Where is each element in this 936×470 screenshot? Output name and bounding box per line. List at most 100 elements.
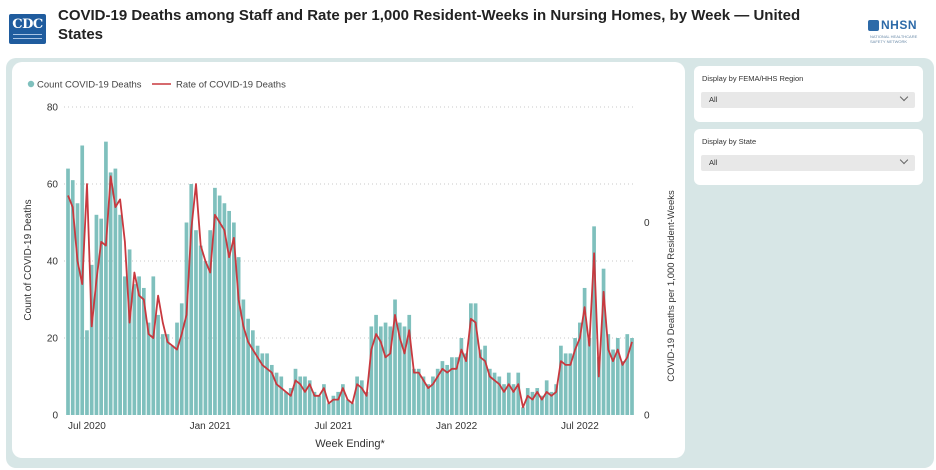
bar bbox=[118, 214, 122, 415]
region-filter-label: Display by FEMA/HHS Region bbox=[702, 74, 804, 83]
bar bbox=[625, 334, 630, 415]
state-select[interactable]: All bbox=[701, 155, 915, 171]
bar bbox=[502, 384, 506, 415]
legend-bars-marker bbox=[27, 80, 35, 88]
bar bbox=[89, 264, 94, 415]
rate-line bbox=[67, 175, 633, 409]
bar bbox=[412, 368, 416, 415]
bar bbox=[198, 245, 203, 415]
bar bbox=[374, 314, 378, 415]
bar bbox=[298, 376, 303, 415]
bar bbox=[203, 261, 208, 415]
deaths-chart: 0 20 40 60 80 0 0 Jul 2020 Jan 2021 Jul 2021 Jan 2… bbox=[23, 80, 677, 451]
legend-line-label: Rate of COVID-19 Deaths bbox=[176, 80, 286, 91]
bar bbox=[464, 353, 468, 415]
bar bbox=[450, 357, 454, 415]
bar bbox=[369, 326, 374, 415]
legend-bars-label: Count COVID-19 Deaths bbox=[37, 80, 142, 91]
bar bbox=[99, 218, 104, 415]
bar bbox=[559, 345, 563, 415]
x-tick-label: Jul 2020 bbox=[68, 421, 106, 432]
axes: 0 20 40 60 80 0 0 Jul 2020 Jan 2021 Jul 2021 Jan 2… bbox=[47, 103, 650, 433]
bar bbox=[487, 368, 492, 415]
bar bbox=[416, 368, 421, 415]
bar bbox=[326, 403, 331, 415]
bar bbox=[530, 391, 535, 415]
bar bbox=[431, 376, 435, 415]
state-filter-card: Display by State All bbox=[694, 129, 923, 185]
bar bbox=[66, 168, 70, 415]
y-tick-label: 20 bbox=[47, 334, 59, 345]
x-tick-label: Jul 2021 bbox=[315, 421, 353, 432]
legend: Count COVID-19 Deaths Rate of COVID-19 D… bbox=[27, 80, 286, 91]
bar bbox=[317, 395, 322, 415]
bar-series bbox=[66, 141, 634, 415]
bar bbox=[146, 322, 151, 415]
bar bbox=[232, 222, 236, 415]
nhsn-logo-text: NHSN bbox=[881, 18, 918, 32]
chart-card: 0 20 40 60 80 0 0 Jul 2020 Jan 2021 Jul 2021 Jan 2… bbox=[12, 62, 685, 458]
bar bbox=[189, 184, 194, 415]
bar bbox=[525, 388, 530, 415]
bar bbox=[322, 384, 326, 415]
y-tick-label: 80 bbox=[47, 103, 59, 114]
bar bbox=[435, 368, 440, 415]
bar bbox=[492, 372, 497, 415]
bar bbox=[345, 399, 350, 415]
bar bbox=[563, 353, 568, 415]
bar bbox=[397, 322, 402, 415]
bar bbox=[236, 257, 241, 415]
bar bbox=[279, 376, 284, 415]
bar bbox=[194, 230, 198, 415]
bar bbox=[601, 268, 606, 415]
x-tick-label: Jul 2022 bbox=[561, 421, 599, 432]
bar bbox=[213, 187, 217, 415]
bar bbox=[445, 364, 450, 415]
bar bbox=[288, 388, 293, 415]
bar bbox=[331, 395, 336, 415]
bar bbox=[383, 322, 388, 415]
state-filter-label: Display by State bbox=[702, 137, 757, 146]
bar bbox=[483, 345, 487, 415]
bar bbox=[127, 249, 132, 415]
bar bbox=[250, 330, 255, 415]
y-tick-label: 40 bbox=[47, 257, 59, 268]
bar bbox=[511, 384, 516, 415]
bar bbox=[227, 210, 231, 415]
bar bbox=[596, 357, 601, 415]
bar bbox=[132, 284, 137, 415]
bar bbox=[336, 391, 340, 415]
bar bbox=[549, 391, 554, 415]
bar bbox=[94, 214, 99, 415]
bar bbox=[108, 172, 113, 415]
bar bbox=[179, 303, 184, 415]
bar bbox=[459, 338, 464, 415]
bar bbox=[184, 222, 189, 415]
bar bbox=[170, 345, 175, 415]
region-select[interactable]: All bbox=[701, 92, 915, 108]
x-tick-label: Jan 2021 bbox=[190, 421, 232, 432]
nhsn-mark-icon bbox=[868, 20, 879, 31]
bar bbox=[393, 299, 397, 415]
y2-tick-label: 0 bbox=[644, 411, 650, 422]
nhsn-logo-subtitle: NATIONAL HEALTHCARE SAFETY NETWORK bbox=[870, 34, 918, 44]
bar bbox=[293, 368, 298, 415]
bar bbox=[554, 384, 559, 415]
bar bbox=[606, 334, 611, 415]
y-axis-title: Count of COVID-19 Deaths bbox=[23, 199, 34, 320]
bar bbox=[578, 322, 582, 415]
state-select-value: All bbox=[709, 158, 718, 167]
bar bbox=[521, 407, 525, 415]
bar bbox=[350, 403, 355, 415]
page-header: CDC COVID-19 Deaths among Staff and Rate… bbox=[0, 0, 936, 52]
bar bbox=[70, 180, 75, 415]
bar bbox=[260, 353, 265, 415]
x-axis-title: Week Ending* bbox=[315, 438, 385, 450]
bar bbox=[454, 357, 459, 415]
page-title: COVID-19 Deaths among Staff and Rate per… bbox=[58, 7, 801, 43]
bar bbox=[544, 380, 549, 415]
y-tick-label: 60 bbox=[47, 180, 59, 191]
bar bbox=[469, 303, 473, 415]
bar bbox=[175, 322, 179, 415]
bar bbox=[341, 384, 345, 415]
